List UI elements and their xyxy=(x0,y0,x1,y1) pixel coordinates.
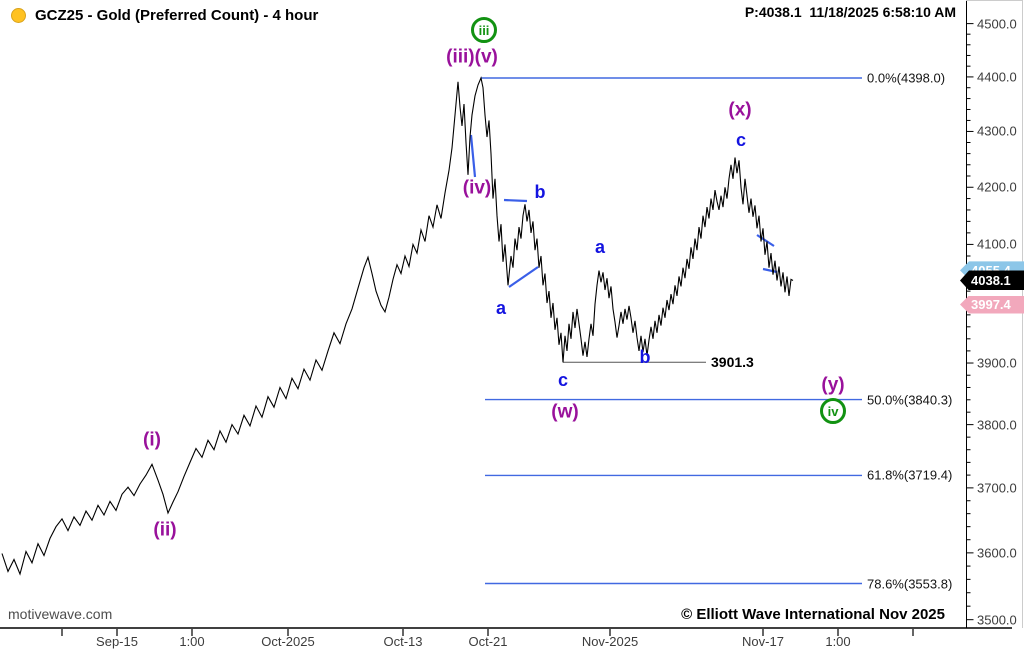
trend-segment-1 xyxy=(503,198,528,203)
price-level-label: 3901.3 xyxy=(711,354,754,371)
cursor-price-info: P:4038.1 11/18/2025 6:58:10 AM xyxy=(744,4,956,20)
wave-label-c-12: c xyxy=(735,130,747,150)
x-axis-label: Oct-13 xyxy=(383,634,423,649)
x-axis-label: Oct-21 xyxy=(468,634,508,649)
watermark: motivewave.com xyxy=(8,606,113,622)
y-axis-label: 4400.0 xyxy=(977,69,1017,85)
x-axis-label: Oct-2025 xyxy=(261,634,315,649)
wave-label-iii-2: iii xyxy=(471,17,497,43)
x-axis-label: Sep-15 xyxy=(96,634,138,649)
chart-title: GCZ25 - Gold (Preferred Count) - 4 hour xyxy=(35,7,319,24)
wave-label-a-7: a xyxy=(594,237,606,257)
x-axis-label: Nov-17 xyxy=(742,634,784,649)
y-axis-label: 4200.0 xyxy=(977,179,1017,195)
wave-label-c-8: c xyxy=(557,370,569,390)
instrument-status-bullet-icon xyxy=(11,8,26,23)
indicator-price-badge-pink: 3997.4 xyxy=(960,295,1024,314)
wave-label-x-11: (x) xyxy=(728,99,752,121)
wave-label-b-5: b xyxy=(534,182,546,202)
wave-label-i-0: (i) xyxy=(143,429,161,451)
trend-segment-0 xyxy=(469,134,477,178)
price-series xyxy=(1,76,794,576)
x-axis-label: 1:00 xyxy=(179,634,205,649)
copyright-notice: © Elliott Wave International Nov 2025 xyxy=(681,606,945,623)
trend-segment-2 xyxy=(508,266,539,288)
fib-label-2: 61.8%(3719.4) xyxy=(867,467,953,483)
y-axis-label: 4100.0 xyxy=(977,236,1017,252)
fib-label-1: 50.0%(3840.3) xyxy=(867,392,953,408)
trend-segment-4 xyxy=(762,267,778,274)
trend-segment-3 xyxy=(756,234,775,247)
wave-label-iv-14: iv xyxy=(820,398,846,424)
y-axis-label: 3600.0 xyxy=(977,545,1017,561)
y-axis-label: 4300.0 xyxy=(977,123,1017,139)
fib-label-0: 0.0%(4398.0) xyxy=(867,70,946,86)
x-axis-label: 1:00 xyxy=(825,634,851,649)
y-axis-label: 4500.0 xyxy=(977,16,1017,32)
fib-label-3: 78.6%(3553.8) xyxy=(867,576,953,591)
wave-label-y-13: (y) xyxy=(821,374,845,396)
wave-label-iiiv-3: (iii)(v) xyxy=(446,46,498,68)
last-price-badge: 4038.1 xyxy=(960,270,1024,291)
wave-label-b-9: b xyxy=(639,347,651,367)
wave-label-a-6: a xyxy=(495,298,507,318)
chart-title-row: GCZ25 - Gold (Preferred Count) - 4 hour xyxy=(11,7,318,24)
wave-label-w-10: (w) xyxy=(551,401,579,423)
wave-label-iv-4: (iv) xyxy=(462,177,492,199)
wave-label-ii-1: (ii) xyxy=(153,519,177,541)
y-axis-label: 3500.0 xyxy=(977,612,1017,628)
y-axis-label: 3700.0 xyxy=(977,480,1017,496)
y-axis-label: 3900.0 xyxy=(977,355,1017,371)
y-axis-label: 3800.0 xyxy=(977,417,1017,433)
x-axis-label: Nov-2025 xyxy=(581,634,639,649)
